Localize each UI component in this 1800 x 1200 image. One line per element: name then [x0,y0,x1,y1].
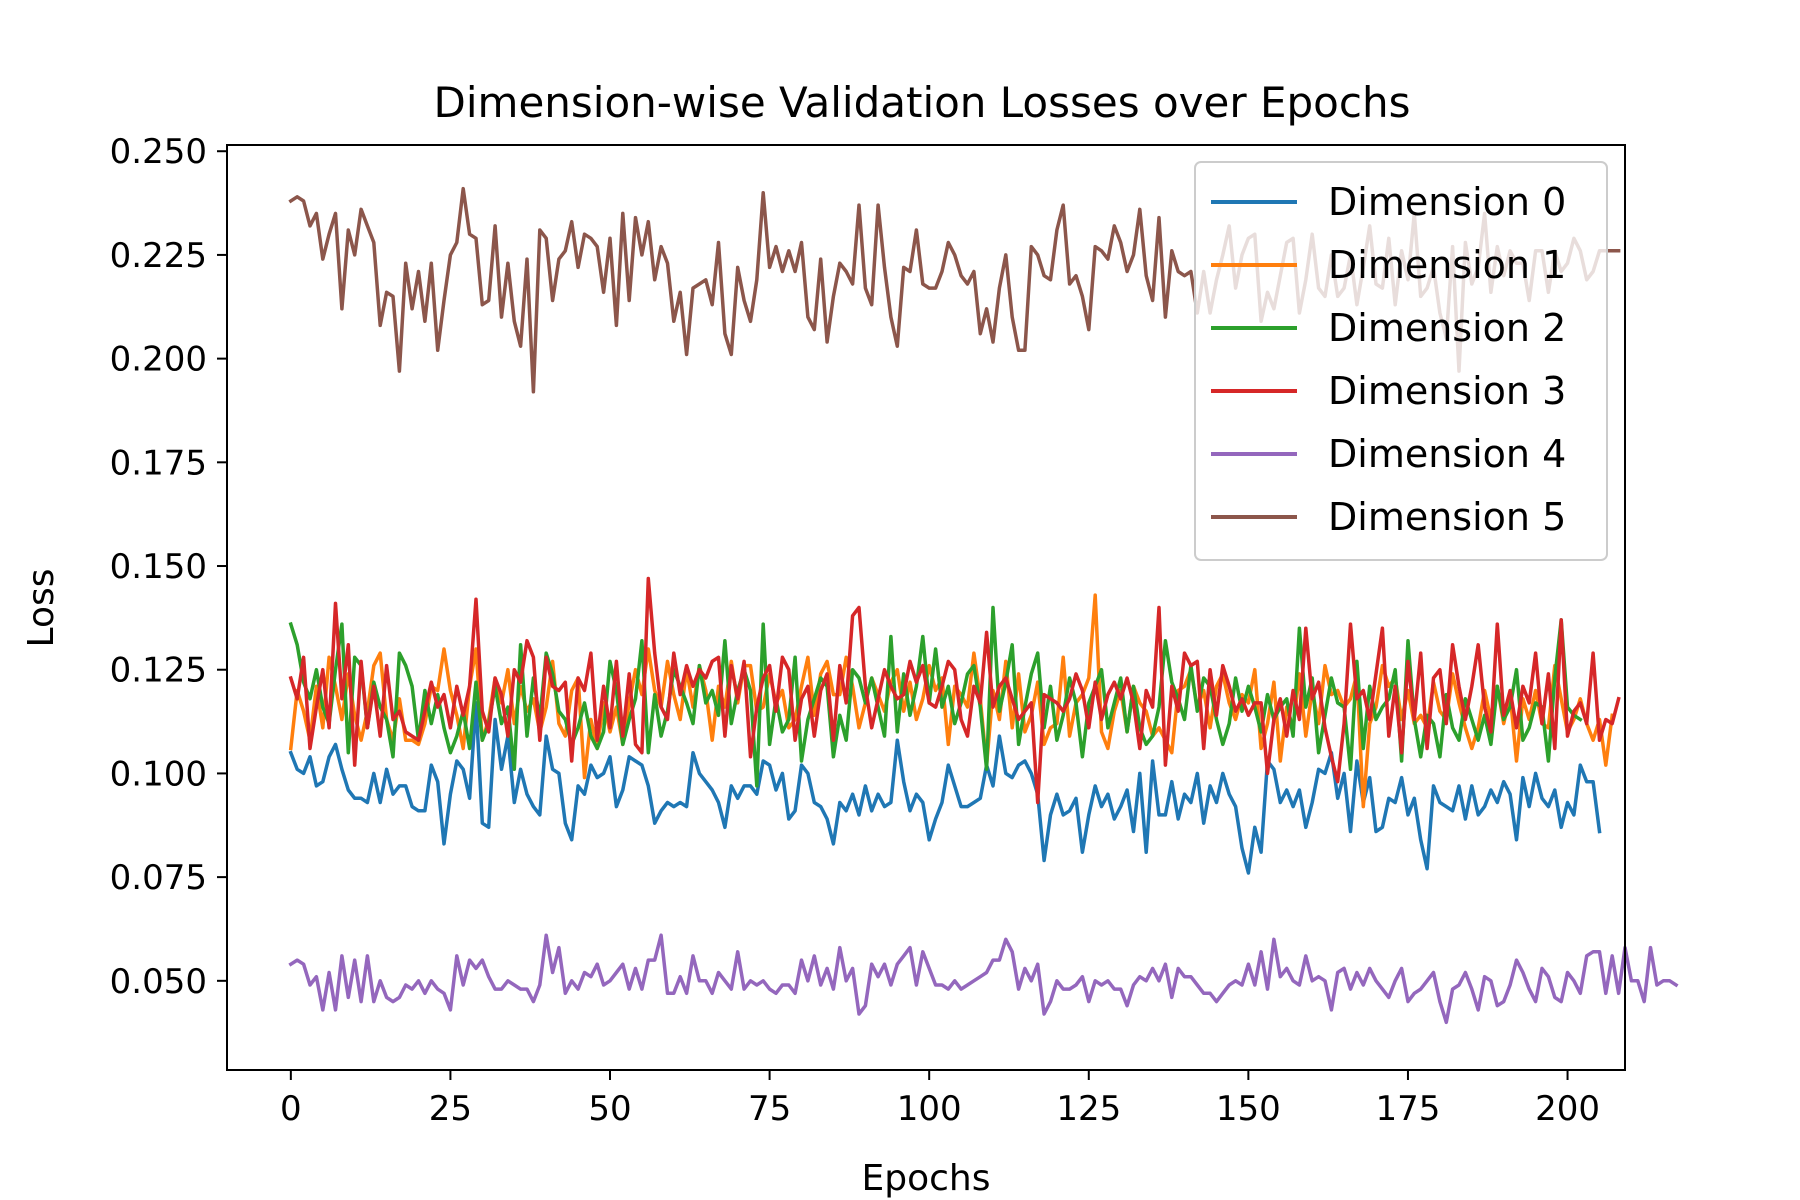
y-tick-label: 0.175 [110,443,207,483]
y-tick-label: 0.125 [110,651,207,691]
x-tick-label: 75 [748,1089,791,1129]
y-tick-label: 0.200 [110,340,207,380]
y-tick-label: 0.075 [110,858,207,898]
legend-box [1194,161,1608,561]
y-tick-label: 0.100 [110,754,207,794]
legend: Dimension 0 Dimension 1 Dimension 2 Dimensi… [1194,161,1608,561]
series-line-dimension-4 [288,933,1679,1025]
y-tick-label: 0.225 [110,236,207,276]
x-tick-label: 25 [429,1089,472,1129]
y-tick-label: 0.250 [110,132,207,172]
legend-label-dimension-5: Dimension 5 [1328,495,1566,539]
x-axis: 0 25 50 75 100 125 150 175 200 [280,1070,1600,1129]
x-tick-label: 200 [1535,1089,1600,1129]
x-tick-label: 175 [1376,1089,1441,1129]
y-axis-label: Loss [21,569,62,648]
chart-title: Dimension-wise Validation Losses over Ep… [434,78,1411,127]
legend-label-dimension-2: Dimension 2 [1328,306,1566,350]
x-axis-label: Epochs [862,1158,991,1199]
x-tick-label: 0 [280,1089,302,1129]
legend-label-dimension-4: Dimension 4 [1328,432,1566,476]
y-tick-label: 0.150 [110,547,207,587]
series-line-dimension-3 [288,576,1621,805]
x-tick-label: 150 [1216,1089,1281,1129]
x-tick-label: 125 [1056,1089,1121,1129]
y-tick-label: 0.050 [110,962,207,1002]
x-tick-label: 50 [588,1089,631,1129]
y-axis: 0.050 0.075 0.100 0.125 0.150 0.175 0.200 0.225… [110,132,227,1002]
series-line-dimension-0 [288,701,1602,875]
legend-label-dimension-1: Dimension 1 [1328,243,1566,287]
legend-label-dimension-0: Dimension 0 [1328,180,1566,224]
plot-frame [226,144,1626,1071]
legend-label-dimension-3: Dimension 3 [1328,369,1566,413]
x-tick-label: 100 [897,1089,962,1129]
